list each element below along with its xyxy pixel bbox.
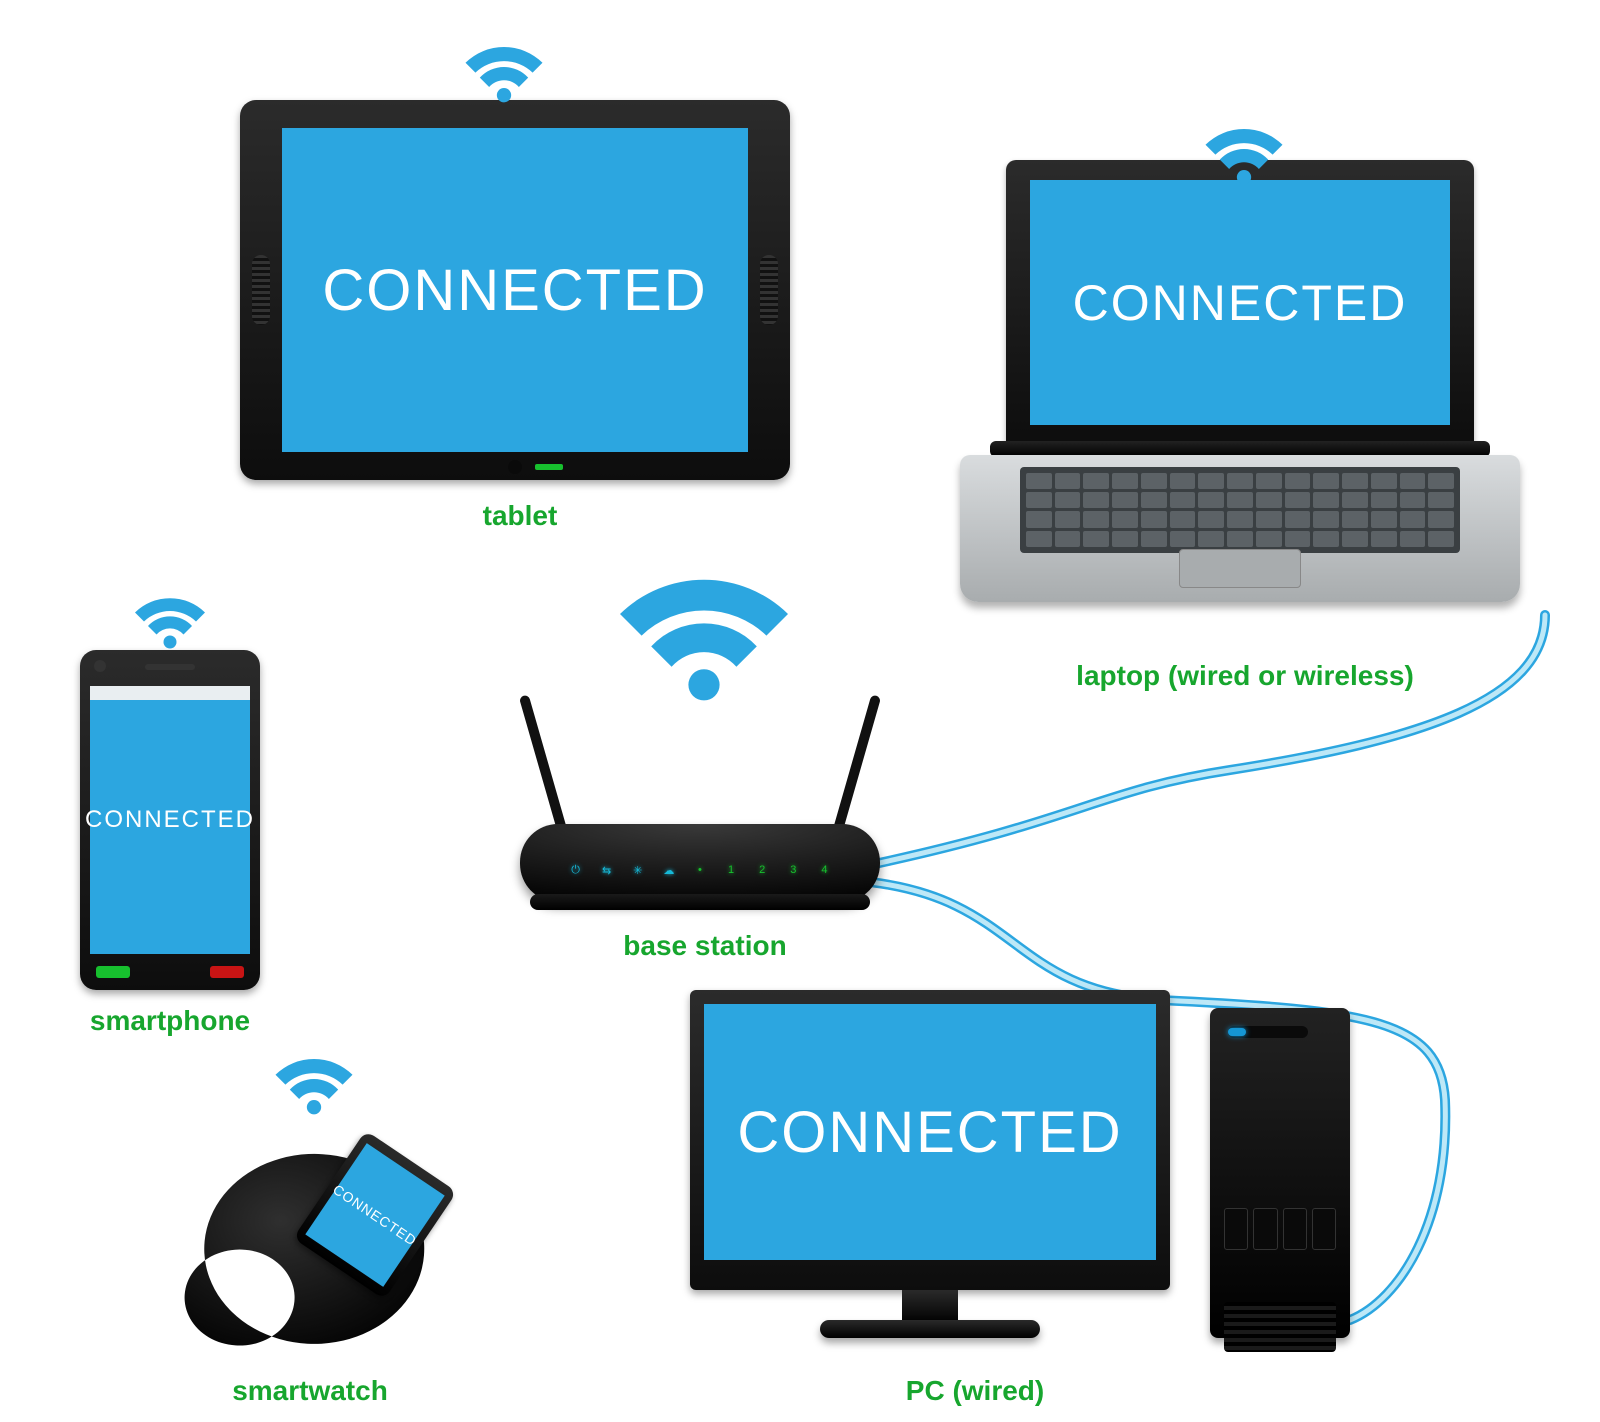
smartphone-device: CONNECTED [80, 650, 260, 990]
smartwatch-label: smartwatch [195, 1375, 425, 1407]
router-device: ⏻⇆✳☁•1234 [520, 700, 880, 910]
tablet-device: CONNECTED [240, 100, 790, 480]
smartphone-wifi-icon [130, 590, 210, 655]
smartphone-label: smartphone [55, 1005, 285, 1037]
network-diagram: CONNECTED tablet CONNECTED [0, 0, 1600, 1422]
smartwatch-wifi-icon [270, 1050, 358, 1121]
pc-label: PC (wired) [860, 1375, 1090, 1407]
laptop-wifi-icon [1200, 120, 1288, 191]
laptop-device: CONNECTED [960, 160, 1520, 620]
tablet-label: tablet [430, 500, 610, 532]
laptop-label: laptop (wired or wireless) [1020, 660, 1470, 692]
router-wifi-icon [608, 560, 800, 709]
router-label: base station [590, 930, 820, 962]
smartwatch-device: CONNECTED [170, 1110, 460, 1370]
pc-device: CONNECTED [690, 990, 1390, 1370]
tablet-wifi-icon [460, 38, 548, 109]
